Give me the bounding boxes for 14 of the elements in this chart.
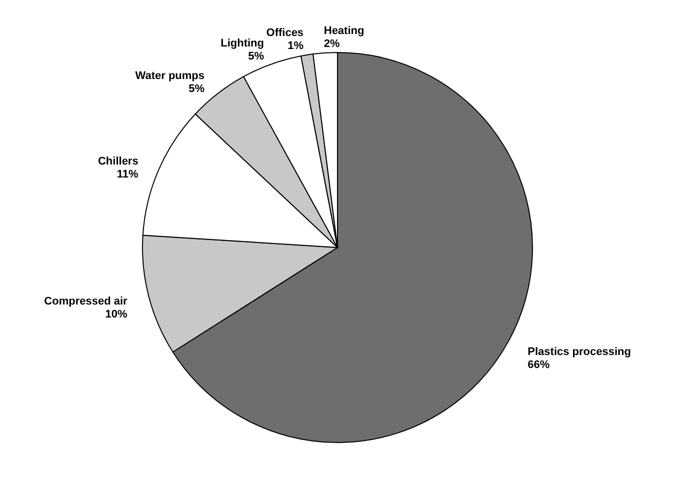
data-label: 66% (528, 359, 550, 372)
data-label: 5% (188, 83, 205, 96)
data-label: 5% (248, 50, 264, 62)
data-label: 11% (116, 168, 139, 180)
slice-label: Offices (266, 27, 304, 40)
slice-label: Lighting (220, 37, 264, 50)
data-label: 10% (105, 308, 128, 320)
slice-label: Water pumps (135, 70, 204, 82)
slice-label: Compressed air (44, 295, 128, 308)
slice-label: Plastics processing (528, 346, 631, 358)
slice-label: Heating (324, 24, 364, 37)
data-label: 2% (324, 38, 340, 50)
slice-label: Chillers (98, 155, 138, 168)
data-label: 1% (288, 40, 304, 52)
